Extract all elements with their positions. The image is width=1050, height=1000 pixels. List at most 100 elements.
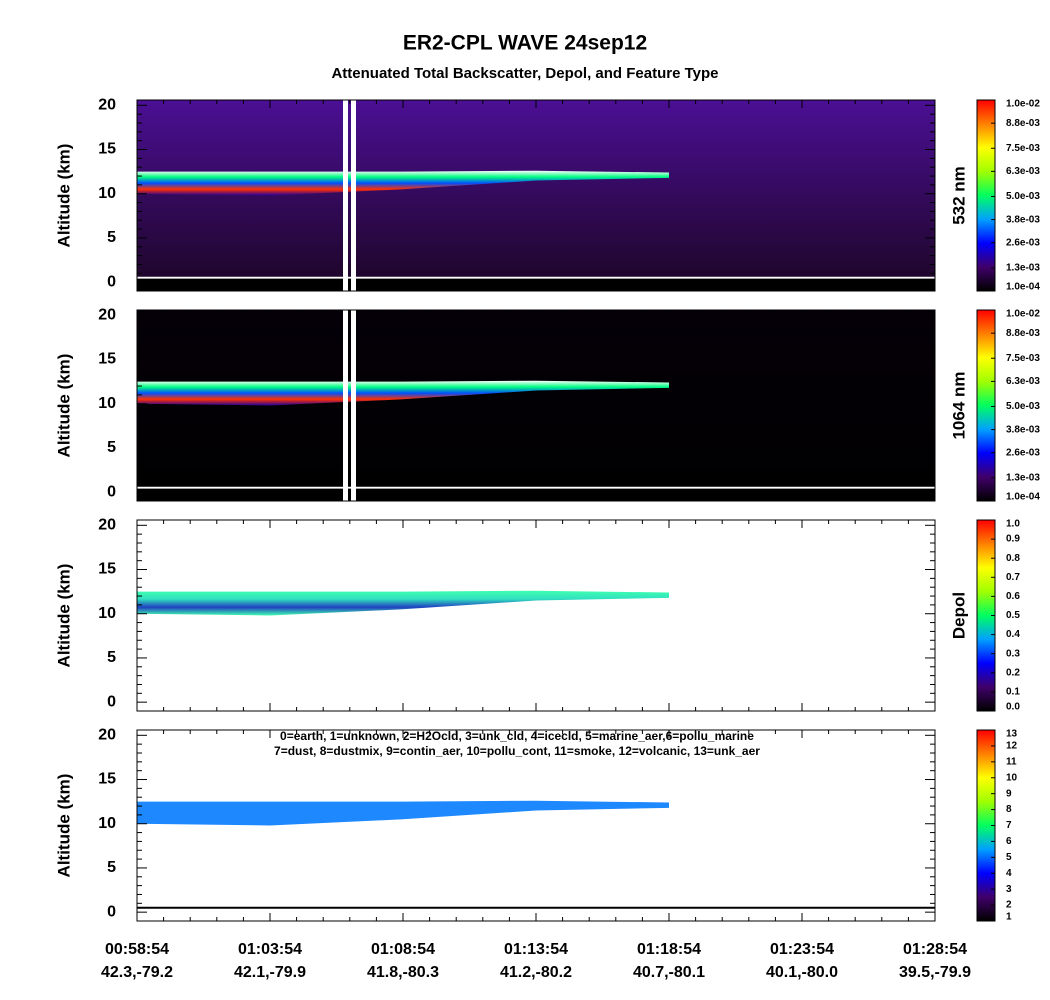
colorbar-tick-label: 6.3e-03 [1006, 166, 1040, 177]
colorbar-tick-label: 2.6e-03 [1006, 447, 1040, 458]
y-tick-label: 0 [107, 903, 116, 920]
y-tick-label: 0 [107, 483, 116, 500]
side-label: Depol [949, 592, 968, 639]
data-gap [343, 310, 348, 501]
colorbar-tick-label: 1.3e-03 [1006, 262, 1040, 273]
x-tick-label: 01:03:54 [238, 941, 302, 958]
plot-background [137, 520, 935, 711]
colorbar-tick-label: 13 [1006, 729, 1018, 740]
data-gap [351, 100, 356, 291]
colorbar-tick-label: 7.5e-03 [1006, 353, 1040, 364]
cloud-layer [137, 170, 669, 196]
feature-legend: 7=dust, 8=dustmix, 9=contin_aer, 10=poll… [274, 744, 760, 758]
colorbar-tick-label: 4 [1006, 868, 1012, 879]
x-location-label: 41.2,-80.2 [500, 964, 572, 981]
colorbar-tick-label: 1.0 [1006, 519, 1020, 530]
colorbar-tick-label: 1.0e-04 [1006, 282, 1040, 293]
colorbar-tick-label: 5 [1006, 852, 1012, 863]
plot-background [137, 310, 935, 501]
side-label: 1064 nm [949, 371, 968, 439]
y-tick-label: 5 [107, 649, 116, 666]
x-location-label: 40.1,-80.0 [766, 964, 838, 981]
y-axis-label: Altitude (km) [54, 354, 73, 458]
colorbar-tick-label: 1 [1006, 912, 1012, 923]
colorbar-tick-label: 6 [1006, 836, 1012, 847]
y-tick-label: 0 [107, 693, 116, 710]
colorbar [976, 99, 996, 292]
y-tick-label: 15 [98, 141, 116, 158]
x-tick-label: 01:08:54 [371, 941, 435, 958]
x-tick-label: 01:18:54 [637, 941, 701, 958]
x-tick-label: 00:58:54 [105, 941, 169, 958]
x-tick-label: 01:23:54 [770, 941, 834, 958]
colorbar-tick-label: 8.8e-03 [1006, 118, 1040, 129]
y-tick-label: 15 [98, 561, 116, 578]
colorbar-tick-label: 3.8e-03 [1006, 424, 1040, 435]
y-tick-label: 10 [98, 395, 116, 412]
x-tick-label: 01:28:54 [903, 941, 967, 958]
y-tick-label: 10 [98, 605, 116, 622]
colorbar-tick-label: 2.6e-03 [1006, 237, 1040, 248]
colorbar-tick-label: 1.0e-02 [1006, 309, 1040, 320]
x-location-label: 40.7,-80.1 [633, 964, 705, 981]
colorbar-tick-label: 0.1 [1006, 687, 1020, 698]
colorbar-tick-label: 5.0e-03 [1006, 401, 1040, 412]
colorbar-tick-label: 12 [1006, 741, 1018, 752]
x-tick-label: 01:13:54 [504, 941, 568, 958]
colorbar-tick-label: 6.3e-03 [1006, 376, 1040, 387]
y-tick-label: 0 [107, 273, 116, 290]
y-tick-label: 10 [98, 185, 116, 202]
colorbar-tick-label: 0.4 [1006, 629, 1020, 640]
y-tick-label: 20 [98, 517, 116, 534]
y-tick-label: 5 [107, 439, 116, 456]
colorbar-tick-label: 8.8e-03 [1006, 328, 1040, 339]
cloud-layer [137, 380, 669, 406]
side-label: 532 nm [949, 166, 968, 225]
colorbar-tick-label: 1.3e-03 [1006, 472, 1040, 483]
data-gap [351, 310, 356, 501]
feature-legend: 0=earth, 1=unknown, 2=H2Ocld, 3=unk_cld,… [280, 729, 754, 743]
x-location-label: 42.1,-79.9 [234, 964, 306, 981]
colorbar-tick-label: 7 [1006, 820, 1012, 831]
y-tick-label: 15 [98, 351, 116, 368]
colorbar-tick-label: 5.0e-03 [1006, 191, 1040, 202]
chart-title: ER2-CPL WAVE 24sep12 [403, 32, 647, 55]
chart-subtitle: Attenuated Total Backscatter, Depol, and… [331, 65, 718, 82]
y-tick-label: 5 [107, 229, 116, 246]
y-tick-label: 15 [98, 771, 116, 788]
colorbar [976, 309, 996, 502]
colorbar-tick-label: 8 [1006, 804, 1012, 815]
cloud-layer [137, 800, 669, 826]
y-axis-label: Altitude (km) [54, 564, 73, 668]
y-tick-label: 20 [98, 307, 116, 324]
x-location-label: 41.8,-80.3 [367, 964, 439, 981]
x-location-label: 42.3,-79.2 [101, 964, 173, 981]
data-gap [343, 100, 348, 291]
colorbar-tick-label: 11 [1006, 756, 1017, 767]
colorbar-tick-label: 0.5 [1006, 610, 1020, 621]
colorbar-tick-label: 3.8e-03 [1006, 214, 1040, 225]
colorbar-tick-label: 10 [1006, 772, 1018, 783]
cloud-layer [137, 590, 669, 616]
y-axis-label: Altitude (km) [54, 144, 73, 248]
colorbar-tick-label: 0.8 [1006, 553, 1020, 564]
colorbar-tick-label: 0.3 [1006, 648, 1020, 659]
plot-background [137, 100, 935, 291]
colorbar-tick-label: 0.9 [1006, 534, 1020, 545]
colorbar-tick-label: 7.5e-03 [1006, 143, 1040, 154]
y-tick-label: 10 [98, 815, 116, 832]
y-axis-label: Altitude (km) [54, 774, 73, 878]
colorbar-tick-label: 1.0e-02 [1006, 99, 1040, 110]
y-tick-label: 20 [98, 727, 116, 744]
colorbar-tick-label: 0.7 [1006, 572, 1020, 583]
colorbar-tick-label: 0.6 [1006, 591, 1020, 602]
colorbar-tick-label: 3 [1006, 884, 1012, 895]
colorbar-tick-label: 9 [1006, 788, 1012, 799]
colorbar-tick-label: 2 [1006, 900, 1012, 911]
y-tick-label: 20 [98, 97, 116, 114]
colorbar-tick-label: 0.0 [1006, 702, 1020, 713]
colorbar-tick-label: 1.0e-04 [1006, 492, 1040, 503]
x-location-label: 39.5,-79.9 [899, 964, 971, 981]
colorbar-tick-label: 0.2 [1006, 667, 1020, 678]
